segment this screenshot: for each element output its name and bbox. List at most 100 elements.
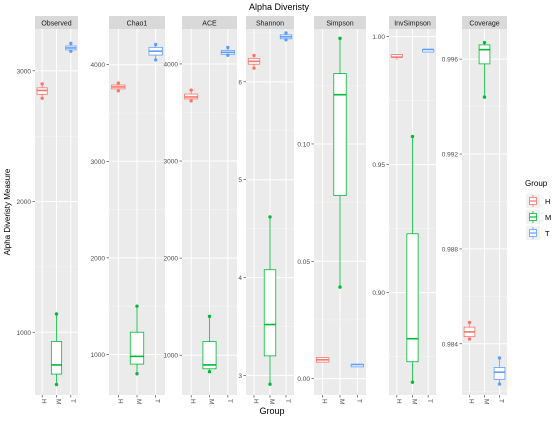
x-tick-label: M	[268, 399, 275, 404]
boxplot-m	[406, 134, 419, 384]
x-tick-label: T	[226, 399, 233, 403]
box	[263, 269, 277, 357]
facet-strip-label: ACE	[202, 21, 217, 28]
y-tick-label: 6	[238, 79, 242, 86]
boxplot-h	[390, 54, 403, 60]
boxplot-t	[220, 45, 235, 57]
boxplot-t	[148, 42, 163, 62]
boxplot-h	[184, 88, 199, 103]
y-tick-label: 3000	[91, 159, 106, 166]
y-tick-label: 2000	[17, 199, 32, 206]
y-tick-label: 0.90	[372, 290, 385, 297]
y-tick-label: 0.95	[372, 162, 385, 169]
y-tick-label: 0.992	[442, 152, 459, 159]
facet-strip-label: Simpson	[326, 21, 353, 28]
legend-entry-h: H	[526, 194, 550, 208]
data-point	[189, 88, 193, 92]
data-point	[207, 314, 212, 319]
boxplot-m	[333, 36, 347, 289]
boxplot-h	[247, 53, 261, 70]
y-tick-label: 2000	[91, 255, 106, 262]
data-point	[135, 304, 139, 308]
facet-shannon: Shannon 3 4 5 6 H M T	[238, 16, 294, 404]
x-tick-label: M	[411, 399, 418, 404]
x-tick-label: M	[55, 399, 62, 404]
x-tick-label: T	[355, 399, 362, 403]
y-tick-label: 3	[238, 373, 242, 380]
data-point	[69, 41, 73, 46]
y-tick-label: 5	[238, 177, 242, 184]
boxplot-t	[493, 356, 506, 386]
x-tick-label: T	[154, 399, 161, 403]
x-tick-label: M	[483, 399, 490, 404]
boxplot-m	[263, 215, 277, 386]
legend-label: M	[545, 213, 551, 222]
facet-invsimpson: InvSimpson 0.90 0.95 1.00 H M T	[372, 16, 436, 404]
legend-entry-t: T	[526, 226, 550, 240]
data-point	[226, 53, 230, 57]
x-tick-label: T	[69, 399, 76, 403]
data-point	[69, 49, 73, 53]
data-point	[135, 372, 139, 376]
data-point	[54, 312, 59, 316]
legend-label: H	[545, 197, 550, 206]
boxplot-m	[478, 40, 491, 99]
data-point	[207, 370, 212, 374]
x-tick-label: H	[40, 399, 47, 404]
data-point	[497, 382, 502, 386]
data-point	[467, 337, 472, 341]
y-tick-label: 4000	[91, 62, 106, 69]
box	[50, 341, 63, 375]
data-point	[226, 45, 230, 50]
data-point	[410, 134, 415, 139]
facet-strip	[462, 16, 507, 29]
x-tick-label: H	[468, 399, 475, 404]
data-point	[284, 31, 288, 35]
x-axis-label: Group	[259, 406, 284, 416]
facet-coverage: Coverage 0.984 0.988 0.992 0.996 H M T	[442, 16, 507, 404]
y-tick-label: 3000	[17, 68, 32, 75]
data-point	[338, 36, 342, 41]
y-tick-label: 4000	[164, 61, 179, 68]
chart-title: Alpha Diveristy	[249, 2, 310, 12]
facet-ace: ACE 1000 2000 3000 4000 H M T	[164, 16, 237, 404]
y-tick-label: 0.10	[297, 141, 310, 148]
x-tick-label: M	[135, 399, 142, 404]
box	[406, 233, 419, 363]
facet-strip	[314, 16, 366, 29]
data-point	[40, 82, 44, 86]
boxplot-t	[422, 48, 435, 53]
box	[333, 73, 347, 196]
facet-strip	[109, 16, 165, 29]
boxplot-h	[111, 81, 126, 93]
boxplot-m	[129, 304, 145, 376]
x-tick-label: M	[338, 399, 345, 404]
y-tick-label: 1000	[164, 353, 179, 360]
boxplot-t	[65, 41, 77, 53]
data-point	[54, 382, 59, 387]
x-tick-label: H	[252, 399, 259, 404]
boxplot-t	[350, 363, 364, 368]
box	[478, 44, 491, 65]
facet-strip-label: InvSimpson	[394, 21, 431, 28]
x-tick-label: H	[395, 399, 402, 404]
y-tick-label: 2000	[164, 256, 179, 263]
x-tick-label: T	[426, 399, 433, 403]
legend-entry-m: M	[526, 210, 551, 224]
legend-label: T	[545, 229, 550, 238]
y-tick-label: 0.988	[442, 246, 459, 253]
y-tick-label: 0.984	[442, 341, 459, 348]
y-tick-label: 1000	[17, 330, 32, 337]
y-tick-label: 0.00	[297, 376, 310, 383]
x-tick-label: T	[284, 399, 291, 403]
facet-strip-label: Chao1	[127, 21, 148, 28]
box	[202, 341, 217, 370]
data-point	[189, 99, 193, 103]
y-tick-label: 1.00	[372, 34, 385, 41]
facet-observed: Observed 1000 2000 3000 H M T	[17, 16, 78, 404]
facet-strip-label: Shannon	[256, 21, 284, 28]
facet-chao1: Chao1 1000 2000 3000 4000 H M T	[91, 16, 165, 404]
data-point	[116, 89, 121, 93]
